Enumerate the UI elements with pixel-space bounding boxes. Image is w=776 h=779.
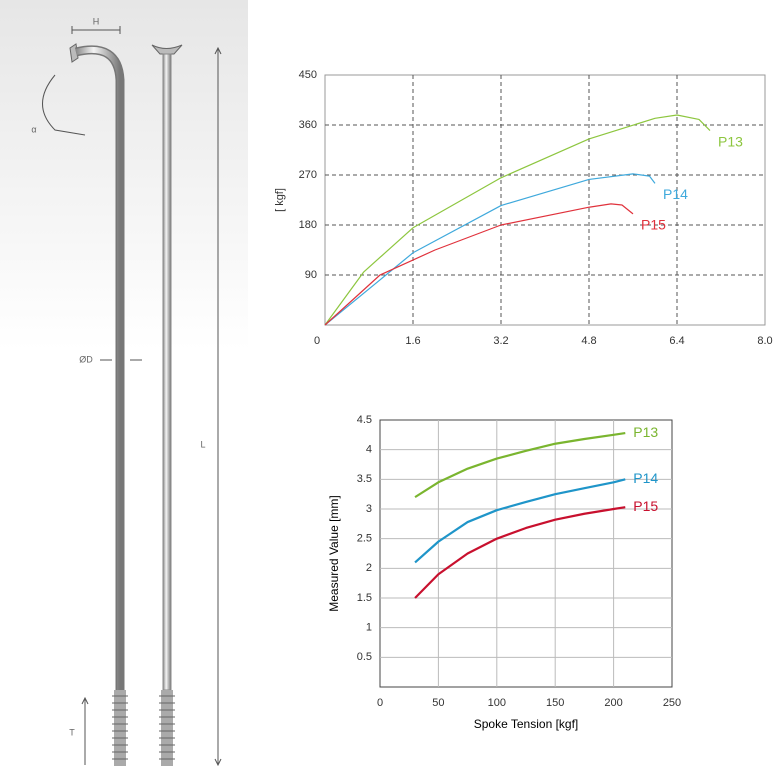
x-tick-label: 0 [377, 697, 383, 709]
y-tick-label: 360 [299, 119, 317, 131]
x-tick-label: 250 [663, 697, 681, 709]
y-axis-label: Measured Value [mm] [327, 495, 341, 612]
y-tick-label: 0.5 [357, 651, 372, 663]
x-tick-label: 100 [488, 697, 506, 709]
y-tick-label: 3 [366, 503, 372, 515]
y-tick-label: 90 [305, 269, 317, 281]
bent-spoke [69, 43, 128, 766]
x-tick-label: 50 [432, 697, 444, 709]
y-tick-label: 4 [366, 444, 372, 456]
series-line [414, 431, 626, 499]
x-tick-label: 3.2 [493, 335, 508, 347]
y-tick-label: 180 [299, 219, 317, 231]
series-line [414, 506, 626, 599]
x-tick-label: 1.6 [405, 335, 420, 347]
series-label: P13 [633, 424, 658, 440]
series-line [324, 114, 711, 326]
series-line [324, 203, 634, 326]
series-line [414, 478, 626, 564]
y-tick-label: 3.5 [357, 473, 372, 485]
y-tick-label: 450 [299, 69, 317, 81]
series-label: P14 [633, 470, 658, 486]
x-tick-label: 0 [314, 335, 320, 347]
series-label: P15 [641, 217, 666, 233]
y-tick-label: 2.5 [357, 533, 372, 545]
y-axis-label: [ kgf] [274, 188, 286, 212]
dim-label: ØD [79, 354, 93, 364]
dim-label: α [31, 124, 36, 134]
series-label: P15 [633, 498, 658, 514]
plot-frame [379, 419, 673, 688]
x-tick-label: 6.4 [669, 335, 684, 347]
series-line [324, 173, 656, 326]
dimension-lines [42, 26, 222, 767]
y-tick-label: 2 [366, 562, 372, 574]
y-tick-label: 1.5 [357, 592, 372, 604]
x-tick-label: 150 [546, 697, 564, 709]
y-tick-label: 4.5 [357, 414, 372, 426]
series-label: P13 [718, 133, 743, 149]
series-label: P14 [663, 186, 688, 202]
dim-label: L [200, 439, 205, 449]
plot-frame [324, 74, 766, 326]
y-tick-label: 270 [299, 169, 317, 181]
x-axis-label: Spoke Tension [kgf] [474, 717, 579, 731]
dim-label: T [69, 727, 75, 737]
dim-label: H [93, 16, 100, 26]
x-tick-label: 4.8 [581, 335, 596, 347]
y-tick-label: 1 [366, 622, 372, 634]
x-tick-label: 8.0 [757, 335, 772, 347]
x-tick-label: 200 [604, 697, 622, 709]
straight-spoke [151, 44, 183, 766]
